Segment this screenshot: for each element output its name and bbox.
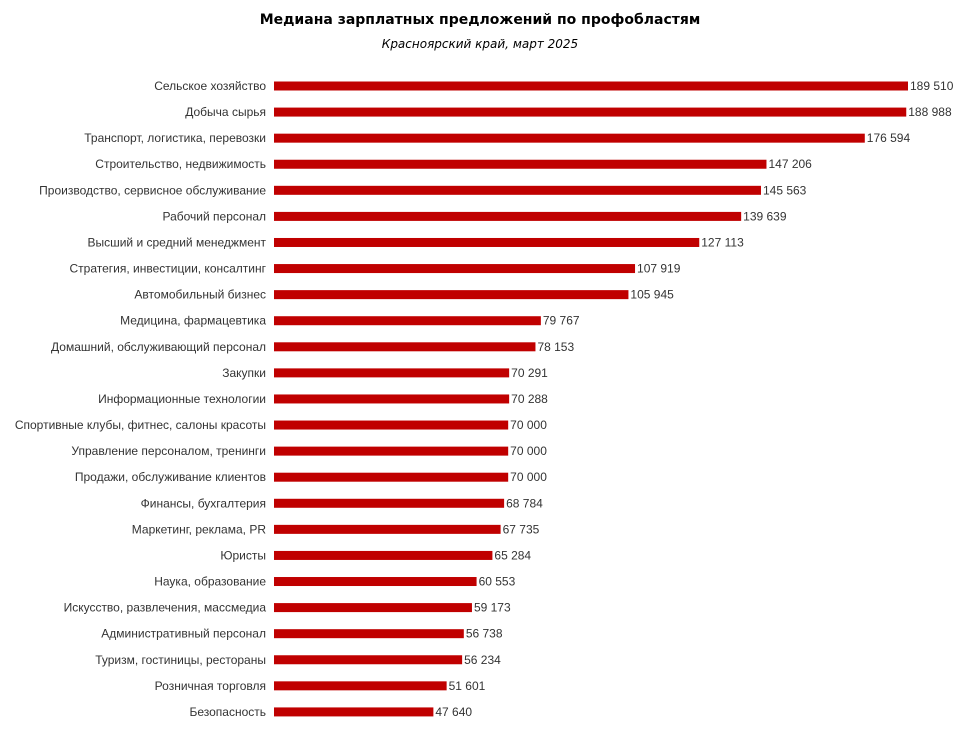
category-label: Закупки xyxy=(222,366,266,380)
category-label: Стратегия, инвестиции, консалтинг xyxy=(70,262,267,276)
category-label: Рабочий персонал xyxy=(162,209,266,223)
category-label: Добыча сырья xyxy=(185,105,266,119)
value-label: 147 206 xyxy=(768,157,812,171)
category-label: Безопасность xyxy=(189,705,266,719)
bar xyxy=(274,316,541,326)
category-label: Маркетинг, реклама, PR xyxy=(132,522,267,536)
bar xyxy=(274,81,908,91)
category-label: Финансы, бухгалтерия xyxy=(141,496,266,510)
value-label: 70 000 xyxy=(510,470,547,484)
bar xyxy=(274,707,434,717)
category-label: Туризм, гостиницы, рестораны xyxy=(95,653,266,667)
bar xyxy=(274,394,510,404)
value-label: 68 784 xyxy=(506,496,543,510)
bar xyxy=(274,524,501,534)
value-label: 59 173 xyxy=(474,601,511,615)
value-label: 105 945 xyxy=(630,288,674,302)
value-label: 56 234 xyxy=(464,653,501,667)
value-label: 60 553 xyxy=(479,575,516,589)
value-label: 145 563 xyxy=(763,183,807,197)
bar xyxy=(274,550,493,560)
value-label: 78 153 xyxy=(537,340,574,354)
category-label: Транспорт, логистика, перевозки xyxy=(84,131,266,145)
bar xyxy=(274,211,742,221)
bar xyxy=(274,290,629,300)
category-label: Управление персоналом, тренинги xyxy=(71,444,266,458)
category-label: Искусство, развлечения, массмедиа xyxy=(64,601,267,615)
bar xyxy=(274,472,509,482)
category-label: Административный персонал xyxy=(101,627,266,641)
value-label: 70 288 xyxy=(511,392,548,406)
value-label: 139 639 xyxy=(743,209,787,223)
value-label: 70 291 xyxy=(511,366,548,380)
value-label: 189 510 xyxy=(910,79,954,93)
value-label: 47 640 xyxy=(435,705,472,719)
bar xyxy=(274,577,477,587)
chart-title: Медиана зарплатных предложений по профоб… xyxy=(259,12,701,28)
value-label: 107 919 xyxy=(637,262,681,276)
bar xyxy=(274,446,509,456)
bar xyxy=(274,107,907,117)
category-label: Производство, сервисное обслуживание xyxy=(39,183,266,197)
category-label: Высший и средний менеджмент xyxy=(87,235,266,249)
category-label: Спортивные клубы, фитнес, салоны красоты xyxy=(15,418,266,432)
bar xyxy=(274,629,464,639)
category-label: Домашний, обслуживающий персонал xyxy=(51,340,266,354)
category-label: Сельское хозяйство xyxy=(154,79,266,93)
bar xyxy=(274,603,472,613)
category-label: Розничная торговля xyxy=(155,679,266,693)
bar xyxy=(274,237,700,247)
category-label: Медицина, фармацевтика xyxy=(120,314,266,328)
value-label: 67 735 xyxy=(503,522,540,536)
bar xyxy=(274,185,761,195)
value-label: 79 767 xyxy=(543,314,580,328)
value-label: 65 284 xyxy=(494,548,531,562)
value-label: 70 000 xyxy=(510,444,547,458)
category-label: Юристы xyxy=(220,548,266,562)
category-label: Информационные технологии xyxy=(98,392,266,406)
bar xyxy=(274,133,865,143)
category-label: Строительство, недвижимость xyxy=(95,157,266,171)
category-label: Наука, образование xyxy=(154,575,266,589)
value-label: 51 601 xyxy=(449,679,486,693)
value-label: 70 000 xyxy=(510,418,547,432)
category-label: Автомобильный бизнес xyxy=(134,288,266,302)
bar xyxy=(274,342,536,352)
bar xyxy=(274,681,447,691)
value-label: 127 113 xyxy=(701,235,744,249)
value-label: 188 988 xyxy=(908,105,952,119)
bar xyxy=(274,498,505,508)
value-label: 56 738 xyxy=(466,627,503,641)
category-label: Продажи, обслуживание клиентов xyxy=(75,470,266,484)
bar xyxy=(274,420,509,430)
bar xyxy=(274,159,767,169)
value-label: 176 594 xyxy=(867,131,911,145)
bar xyxy=(274,368,510,378)
bar xyxy=(274,264,636,274)
bar xyxy=(274,655,463,665)
chart-subtitle: Красноярский край, март 2025 xyxy=(381,37,579,51)
